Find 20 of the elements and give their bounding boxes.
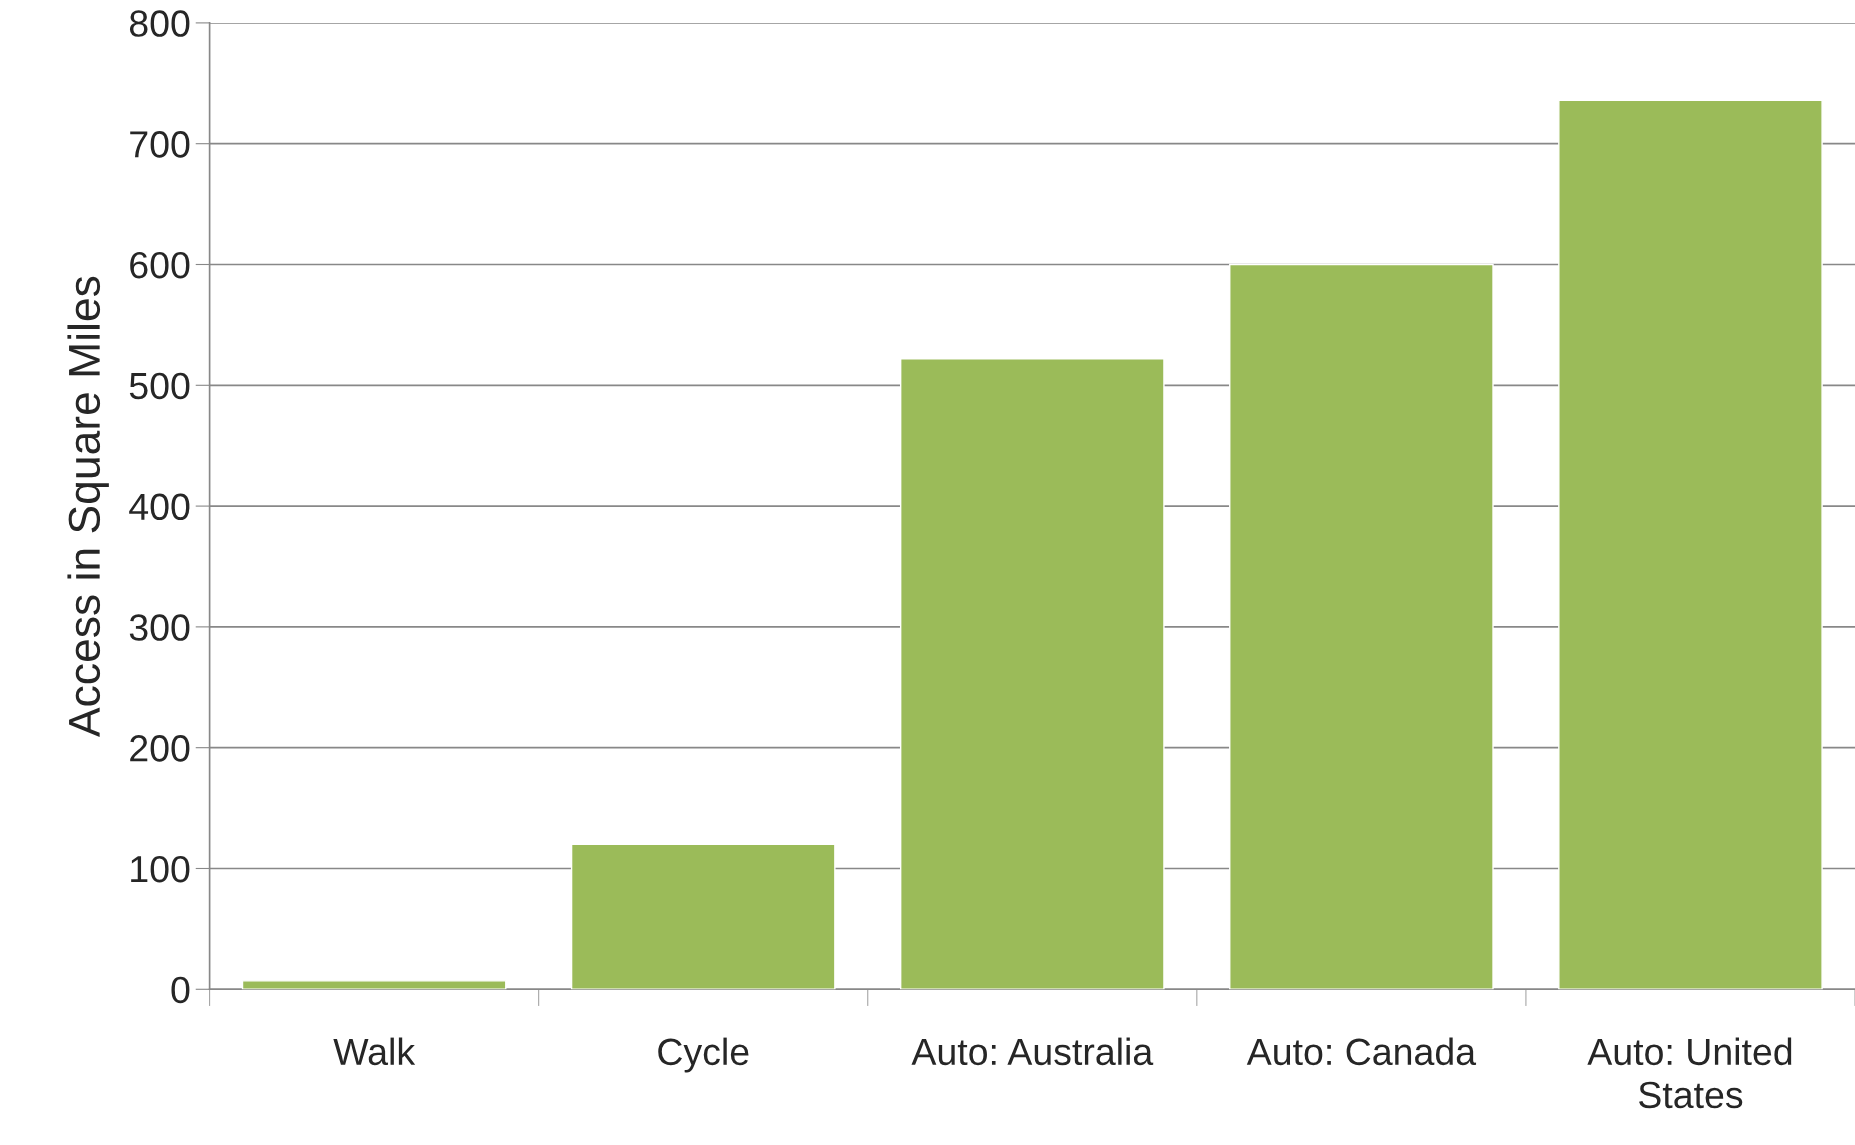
- x-tick-label: Auto: Australia: [911, 1037, 1154, 1066]
- y-tick-label: 0: [171, 976, 190, 1004]
- x-tick-label: Auto: United States: [1587, 1037, 1792, 1109]
- y-tick-label: 300: [129, 614, 190, 641]
- bar: [899, 358, 1165, 990]
- x-tick-label: Auto: Canada: [1246, 1037, 1477, 1066]
- x-tick-label: Walk: [333, 1037, 416, 1066]
- y-tick-label: 700: [130, 131, 190, 158]
- bar: [570, 843, 836, 990]
- y-tick-label: 200: [130, 735, 190, 762]
- y-tick-label: 100: [131, 855, 190, 883]
- y-tick-label: 400: [129, 493, 190, 521]
- x-tick-label: Cycle: [658, 1037, 749, 1073]
- y-tick-label: 600: [130, 251, 190, 279]
- bar: [1558, 99, 1823, 990]
- bar: [1229, 263, 1494, 990]
- bar: [241, 980, 507, 990]
- y-tick-label: 800: [129, 10, 190, 37]
- y-tick-label: 500: [129, 372, 190, 400]
- y-axis-title: Access in Square Miles: [67, 276, 109, 737]
